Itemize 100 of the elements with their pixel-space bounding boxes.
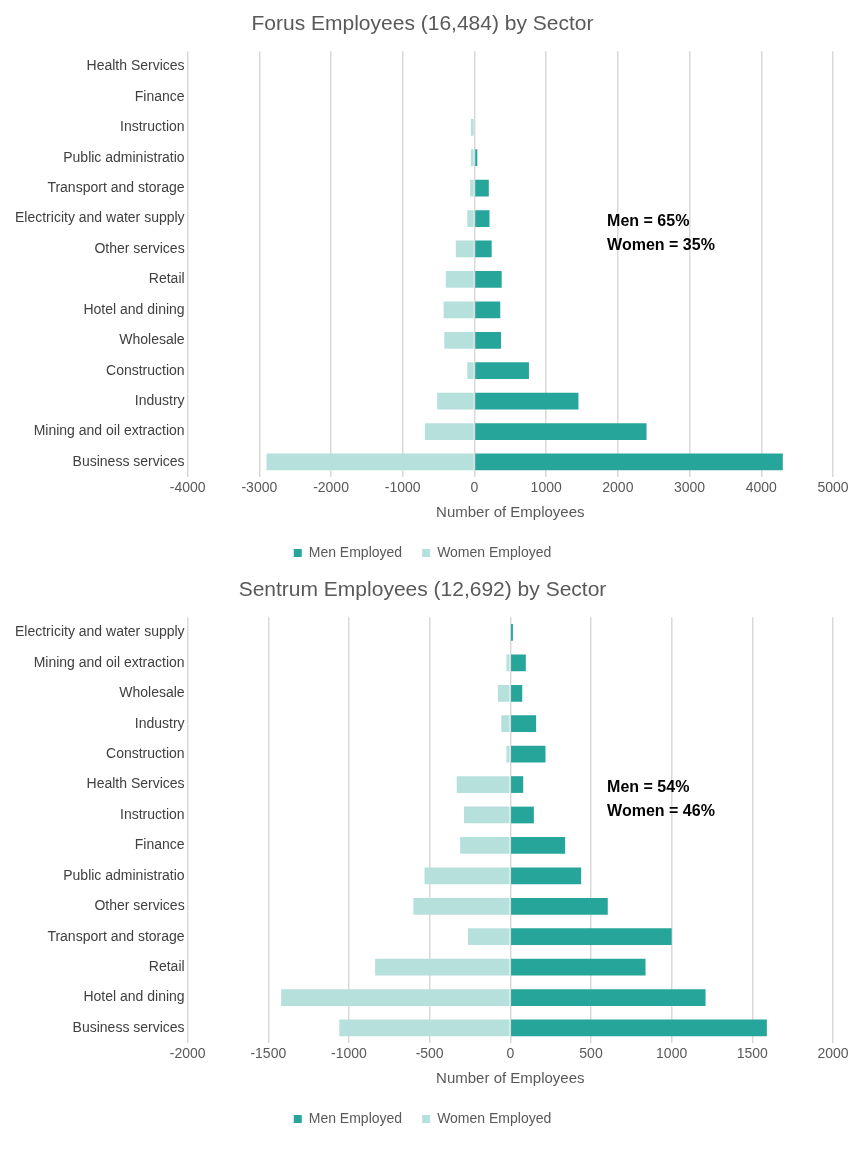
bar — [470, 179, 474, 197]
legend-label: Women Employed — [437, 1109, 552, 1126]
bar — [501, 715, 510, 733]
bar — [470, 118, 474, 136]
x-tick-label: -1500 — [250, 1045, 287, 1062]
x-tick-label: -1000 — [384, 479, 421, 496]
x-tick-label: 0 — [506, 1045, 515, 1062]
annotation: Men = 65% — [607, 212, 690, 230]
bar — [506, 654, 510, 672]
x-tick-label: 1000 — [530, 479, 562, 496]
bar — [475, 362, 529, 380]
y-tick-label: Transport and storage — [47, 178, 185, 195]
bar — [464, 806, 510, 824]
bar — [456, 776, 510, 793]
bar — [511, 837, 566, 854]
x-tick-label: 2000 — [817, 1045, 849, 1062]
y-tick-label: Health Services — [86, 57, 185, 74]
y-tick-label: Other services — [94, 239, 185, 256]
bar — [424, 867, 510, 885]
bar — [511, 654, 526, 672]
x-tick-label: -1000 — [331, 1045, 368, 1062]
x-tick-label: 500 — [579, 1045, 603, 1062]
bar — [445, 271, 474, 288]
bar — [475, 423, 647, 440]
y-tick-label: Electricity and water supply — [14, 209, 185, 226]
bar — [475, 392, 579, 410]
bar — [475, 331, 501, 349]
bar — [497, 684, 510, 702]
bar — [444, 331, 474, 349]
y-tick-label: Finance — [134, 87, 185, 104]
y-tick-label: Transport and storage — [47, 927, 185, 944]
bar — [467, 210, 474, 227]
y-tick-label: Industry — [134, 391, 185, 408]
bar — [506, 745, 510, 763]
bar — [266, 453, 474, 471]
bar — [475, 301, 501, 319]
y-tick-label: Health Services — [86, 775, 185, 792]
y-tick-label: Mining and oil extraction — [33, 422, 185, 439]
x-tick-label: -3000 — [241, 479, 278, 496]
y-tick-label: Mining and oil extraction — [33, 653, 185, 670]
bar — [460, 837, 510, 854]
bar — [511, 989, 706, 1006]
y-tick-label: Public administratio — [63, 148, 185, 165]
y-tick-label: Industry — [134, 714, 185, 731]
y-tick-label: Wholesale — [119, 684, 185, 701]
bar — [511, 958, 646, 976]
bar — [339, 1019, 510, 1037]
chart-title: Sentrum Employees (12,692) by Sector — [238, 577, 607, 601]
x-tick-label: 0 — [470, 479, 479, 496]
bar — [511, 897, 608, 915]
legend-label: Women Employed — [437, 543, 552, 560]
y-tick-label: Retail — [148, 270, 185, 287]
y-tick-label: Construction — [106, 744, 185, 761]
bar — [281, 989, 510, 1006]
bar — [470, 149, 474, 167]
bar — [413, 897, 510, 915]
x-tick-label: 1000 — [656, 1045, 688, 1062]
x-tick-label: 2000 — [602, 479, 634, 496]
y-tick-label: Hotel and dining — [83, 300, 185, 317]
x-tick-label: 4000 — [745, 479, 778, 496]
y-tick-label: Hotel and dining — [83, 988, 185, 1005]
x-tick-label: 5000 — [817, 479, 849, 496]
x-tick-label: -500 — [415, 1045, 444, 1062]
y-tick-label: Business services — [72, 1018, 185, 1035]
bar — [443, 301, 474, 319]
x-tick-label: -2000 — [169, 1045, 206, 1062]
bar — [475, 179, 489, 197]
y-tick-label: Business services — [72, 452, 185, 469]
annotation: Women = 46% — [607, 802, 715, 820]
chart-title: Forus Employees (16,484) by Sector — [251, 11, 594, 35]
bar — [424, 423, 474, 440]
x-axis-title: Number of Employees — [436, 503, 585, 521]
x-axis-title: Number of Employees — [436, 1069, 585, 1087]
x-tick-label: 3000 — [674, 479, 706, 496]
annotation: Women = 35% — [607, 236, 715, 254]
annotation: Men = 54% — [607, 778, 690, 796]
y-tick-label: Instruction — [120, 805, 185, 822]
bar — [475, 271, 502, 288]
x-tick-label: -4000 — [169, 479, 206, 496]
y-tick-label: Electricity and water supply — [14, 623, 185, 640]
bar — [475, 453, 783, 471]
bar — [455, 240, 474, 258]
bar — [437, 392, 474, 410]
bar — [475, 210, 490, 227]
bar — [511, 745, 546, 763]
bar — [375, 958, 510, 976]
bar — [511, 1019, 767, 1037]
bar — [475, 149, 478, 167]
x-tick-label: 1500 — [736, 1045, 769, 1062]
bar — [511, 806, 534, 824]
y-tick-label: Construction — [106, 361, 185, 378]
bar — [511, 684, 523, 702]
bar — [467, 928, 510, 946]
bar — [475, 240, 492, 258]
x-tick-label: -2000 — [313, 479, 350, 496]
legend-label: Men Employed — [308, 543, 403, 560]
legend-label: Men Employed — [308, 1109, 403, 1126]
y-tick-label: Retail — [148, 957, 185, 974]
y-tick-label: Other services — [94, 897, 185, 914]
y-tick-label: Wholesale — [119, 331, 185, 348]
